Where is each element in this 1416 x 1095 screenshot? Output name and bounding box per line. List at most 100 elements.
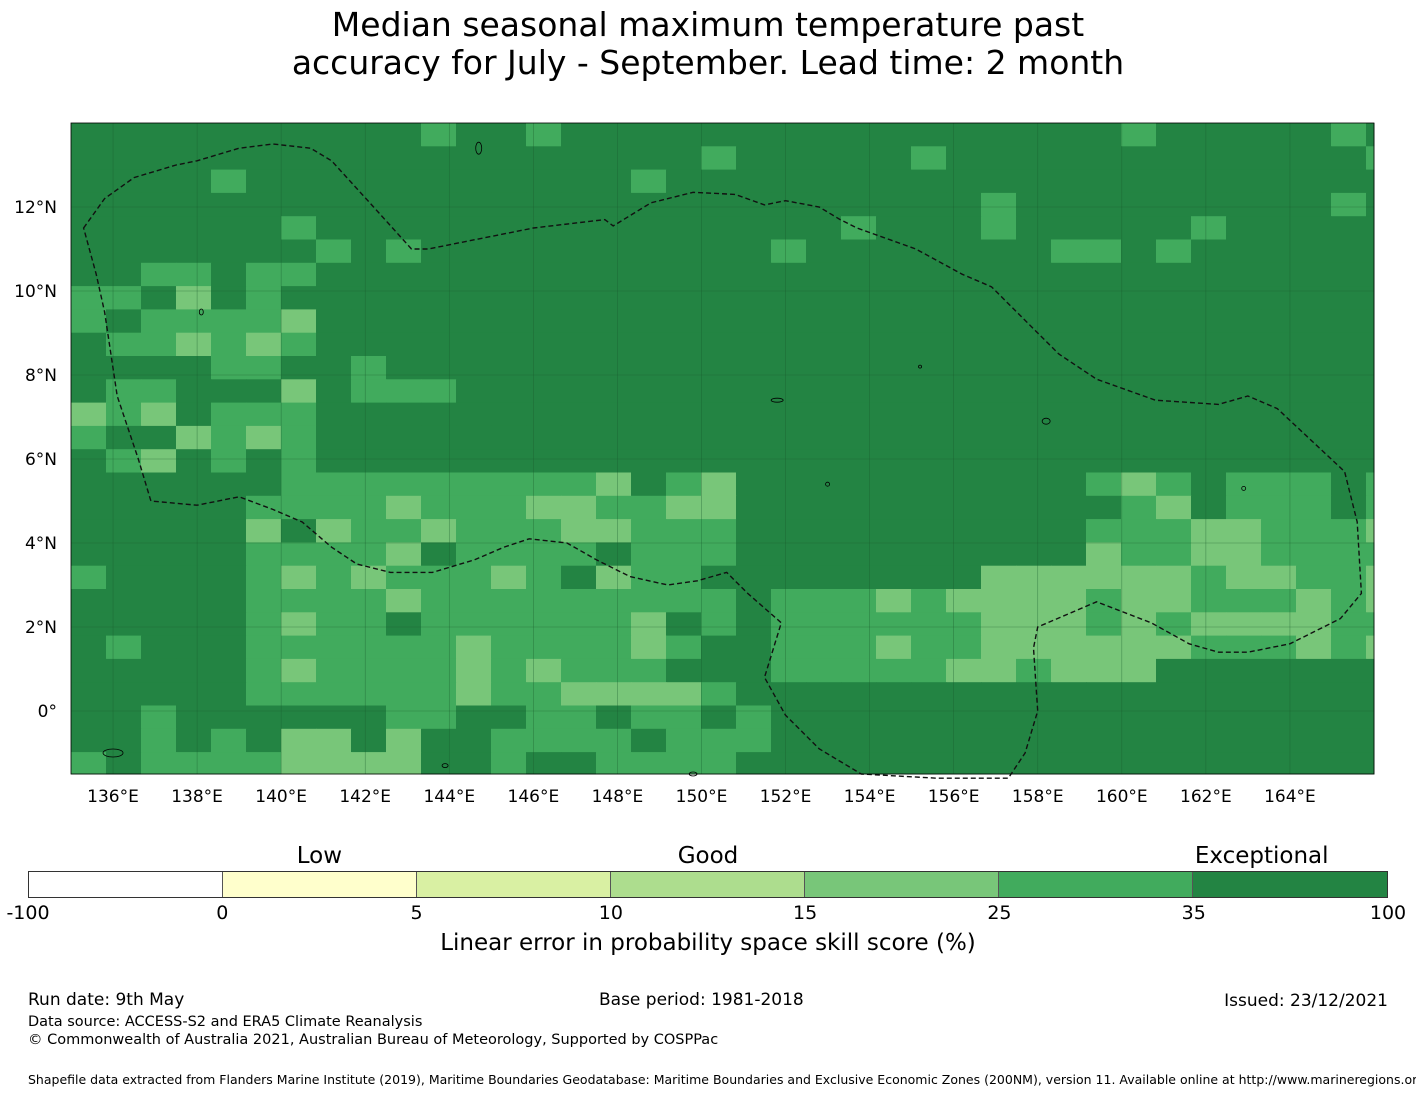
skill-cell <box>981 705 1017 730</box>
skill-cell <box>1261 309 1297 334</box>
skill-cell <box>526 495 562 520</box>
skill-cell <box>491 728 527 753</box>
skill-cell <box>141 286 177 310</box>
skill-cell <box>1016 146 1052 171</box>
skill-cell <box>946 565 982 590</box>
skill-cell <box>1016 379 1052 404</box>
skill-cell <box>806 542 842 567</box>
skill-cell <box>806 286 842 310</box>
skill-cell <box>771 542 807 567</box>
skill-cell <box>351 192 387 217</box>
skill-cell <box>596 356 632 380</box>
longitude-tick-label: 136°E <box>87 787 139 807</box>
skill-cell <box>246 169 282 194</box>
skill-cell <box>1121 216 1157 240</box>
skill-cell <box>281 658 317 683</box>
skill-cell <box>981 239 1017 264</box>
skill-cell <box>911 635 947 660</box>
skill-cell <box>1016 169 1052 194</box>
skill-cell <box>526 565 562 590</box>
skill-cell <box>456 705 492 730</box>
skill-cell <box>631 519 667 543</box>
skill-cell <box>281 449 317 473</box>
skill-cell <box>876 216 912 240</box>
island-outline <box>475 141 483 155</box>
skill-cell <box>1051 146 1087 171</box>
skill-cell <box>71 356 107 380</box>
skill-cell <box>421 123 457 147</box>
longitude-tick-label: 142°E <box>339 787 391 807</box>
skill-cell <box>806 425 842 450</box>
skill-cell <box>176 169 212 194</box>
skill-cell <box>1086 752 1122 775</box>
skill-cell <box>1156 589 1192 613</box>
skill-cell <box>176 449 212 473</box>
skill-cell <box>1086 519 1122 543</box>
skill-cell <box>1051 262 1087 287</box>
skill-cell <box>1296 239 1332 264</box>
skill-cell <box>491 192 527 217</box>
skill-cell <box>561 705 597 730</box>
skill-cell <box>141 472 177 497</box>
skill-cell <box>1051 728 1087 753</box>
skill-cell <box>106 356 142 380</box>
skill-cell <box>911 169 947 194</box>
skill-cell <box>1261 728 1297 753</box>
skill-cell <box>1016 682 1052 706</box>
skill-cell <box>1296 262 1332 287</box>
skill-cell <box>386 542 422 567</box>
skill-cell <box>351 169 387 194</box>
skill-cell <box>876 332 912 357</box>
skill-cell <box>561 495 597 520</box>
longitude-ticks: 136°E 138°E 140°E 142°E 144°E 146°E 148°E 150°E… <box>87 787 1316 807</box>
skill-cell <box>771 495 807 520</box>
skill-cell <box>561 356 597 380</box>
skill-cell <box>1086 192 1122 217</box>
skill-cell <box>771 449 807 473</box>
skill-cell <box>1156 658 1192 683</box>
skill-cell <box>176 356 212 380</box>
skill-cell <box>981 123 1017 147</box>
skill-cell <box>701 449 737 473</box>
skill-cell <box>421 658 457 683</box>
skill-cell <box>141 612 177 637</box>
skill-cell <box>1086 612 1122 637</box>
skill-cell <box>1226 635 1262 660</box>
skill-cell <box>841 589 877 613</box>
skill-cell <box>1191 635 1227 660</box>
skill-cell <box>1261 192 1297 217</box>
skill-cell <box>1051 542 1087 567</box>
skill-cell <box>1261 425 1297 450</box>
skill-cell <box>491 402 527 427</box>
skill-cell <box>526 192 562 217</box>
skill-cell <box>1226 216 1262 240</box>
skill-cell <box>876 146 912 171</box>
skill-cell <box>631 682 667 706</box>
skill-cell <box>631 239 667 264</box>
skill-cell <box>351 402 387 427</box>
skill-cell <box>386 402 422 427</box>
skill-cell <box>246 216 282 240</box>
skill-cell <box>316 589 352 613</box>
skill-cell <box>141 519 177 543</box>
skill-cell <box>456 239 492 264</box>
skill-cell <box>1366 589 1375 613</box>
skill-cell <box>1051 309 1087 334</box>
skill-cell <box>491 472 527 497</box>
skill-cell <box>1331 472 1367 497</box>
skill-cell <box>911 519 947 543</box>
skill-cell <box>1331 565 1367 590</box>
skill-cell <box>351 542 387 567</box>
skill-cell <box>1086 658 1122 683</box>
skill-cell <box>666 635 702 660</box>
skill-cell <box>946 495 982 520</box>
skill-cell <box>176 286 212 310</box>
skill-cell <box>1226 565 1262 590</box>
skill-cell <box>456 752 492 775</box>
skill-cell <box>176 402 212 427</box>
skill-cell <box>736 449 772 473</box>
skill-cell <box>596 682 632 706</box>
colorbar-segment <box>29 872 223 897</box>
skill-cell <box>876 658 912 683</box>
skill-cell <box>1156 495 1192 520</box>
